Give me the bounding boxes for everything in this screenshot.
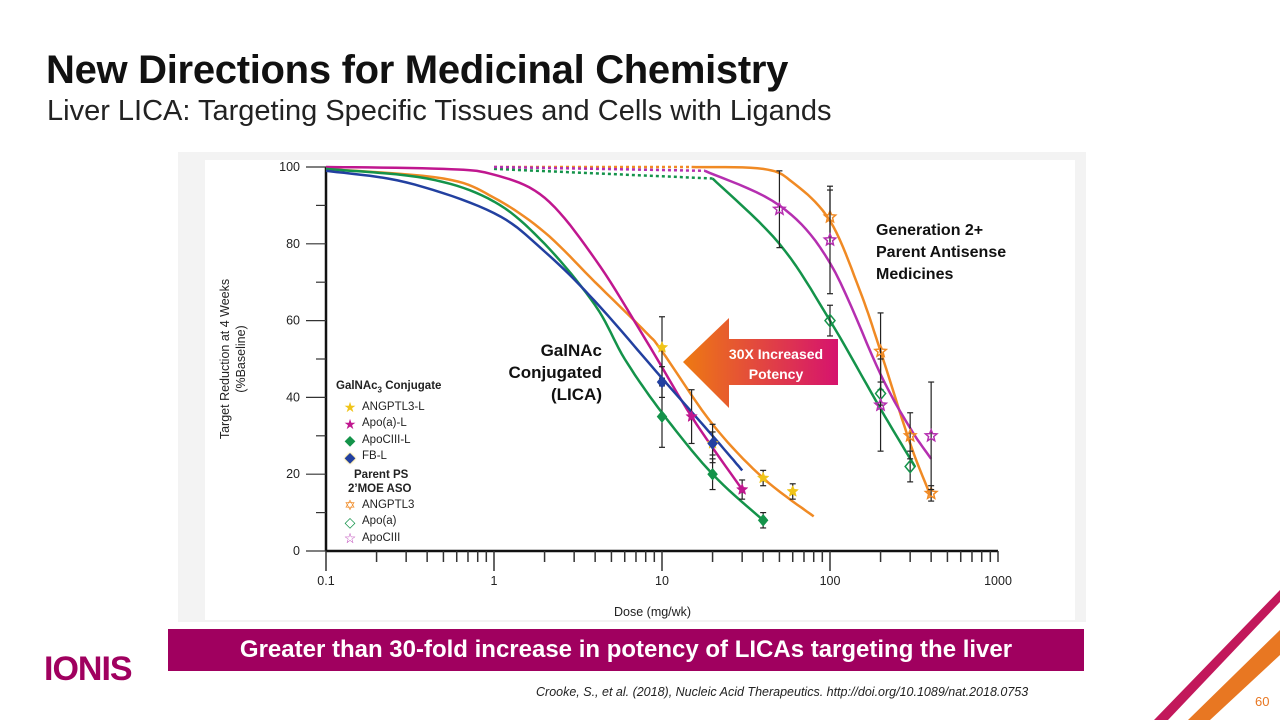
citation: Crooke, S., et al. (2018), Nucleic Acid … <box>536 685 1029 699</box>
x-tick-label: 100 <box>820 574 841 588</box>
diamond-filled-icon: ◆ <box>344 432 356 449</box>
gen2-annotation: Generation 2+ Parent Antisense Medicines <box>876 220 1006 286</box>
y-tick-label: 80 <box>286 237 300 251</box>
arrow-label: 30X Increased Potency <box>712 344 840 384</box>
data-point-star <box>655 340 669 353</box>
page-number: 60 <box>1255 694 1270 709</box>
data-point-star <box>735 482 749 495</box>
gen2-line2: Parent Antisense <box>876 244 1007 261</box>
galnac-line1: GalNAc <box>540 341 602 360</box>
series-curve-dotted <box>493 165 705 173</box>
star-open-icon: ✡ <box>344 497 356 514</box>
x-tick-label: 1000 <box>984 574 1012 588</box>
data-point-star <box>685 409 698 423</box>
legend-item: ★ Apo(a)-L <box>343 415 407 432</box>
y-tick-label: 100 <box>279 160 300 174</box>
y-axis-label: Target Reduction at 4 Weeks (%Baseline) <box>217 279 249 439</box>
x-tick-label: 0.1 <box>317 574 334 588</box>
ionis-logo: IONIS <box>44 650 133 688</box>
data-point-diamond <box>707 437 718 450</box>
galnac-annotation: GalNAc Conjugated (LICA) <box>496 340 603 406</box>
potency-arrow <box>683 318 838 408</box>
data-point-diamond <box>707 467 718 481</box>
chart-background <box>205 160 1075 620</box>
x-tick-label: 1 <box>491 574 498 588</box>
key-message-banner: Greater than 30-fold increase in potency… <box>168 629 1084 671</box>
legend-item: ◆ ApoCIII-L <box>342 432 441 449</box>
legend-group1-title: GalNAc3 Conjugate <box>336 380 442 395</box>
gen2-line3: Medicines <box>876 266 954 283</box>
legend-item: ✡ ANGPTL3 <box>342 497 441 514</box>
data-point-star <box>873 343 889 358</box>
data-point-diamond <box>656 410 668 423</box>
y-axis-label-line1: Target Reduction at 4 Weeks <box>218 278 232 440</box>
data-point-diamond <box>904 459 917 474</box>
legend-item: ◆ FB-L <box>342 448 441 465</box>
series-curve <box>704 169 933 460</box>
data-point-star <box>923 427 939 443</box>
star-filled-icon: ★ <box>343 399 357 416</box>
x-tick-label: 10 <box>655 574 669 588</box>
data-point-star <box>771 201 787 216</box>
arrow-label-line1: 30X Increased <box>728 346 824 362</box>
legend-group2-title-line2: 2’MOE ASO <box>348 482 412 495</box>
data-point-star <box>873 397 889 412</box>
diamond-filled-icon: ◆ <box>344 448 356 465</box>
legend-item: ◇ Apo(a) <box>342 513 441 530</box>
data-point-star <box>756 471 770 484</box>
star-filled-icon: ★ <box>343 415 357 432</box>
galnac-line3: (LICA) <box>551 385 602 404</box>
data-point-star <box>786 484 800 497</box>
series-curve <box>325 167 764 522</box>
data-point-diamond <box>824 313 836 328</box>
legend-item: ★ ANGPTL3-L <box>343 399 425 416</box>
data-point-diamond <box>757 513 769 527</box>
arrow-label-line2: Potency <box>748 366 804 382</box>
slide-subtitle: Liver LICA: Targeting Specific Tissues a… <box>47 95 832 127</box>
gen2-line1: Generation 2+ <box>876 222 984 239</box>
data-point-star <box>923 485 939 500</box>
diamond-open-icon: ◇ <box>344 513 356 530</box>
slide-title: New Directions for Medicinal Chemistry <box>46 48 789 92</box>
y-tick-label: 20 <box>286 467 300 481</box>
y-axis-label-line2: (%Baseline) <box>234 325 248 393</box>
corner-decoration <box>1154 590 1280 720</box>
series-curve <box>325 167 815 518</box>
legend-group2-title-line1: Parent PS <box>354 468 409 481</box>
legend-item: ☆ ApoCIII <box>343 530 401 547</box>
series-curve-dotted <box>493 167 713 180</box>
data-point-star <box>902 427 918 443</box>
data-point-star <box>822 232 838 247</box>
series-curve <box>325 169 744 472</box>
x-axis-label: Dose (mg/wk) <box>614 605 692 619</box>
series-curve <box>691 165 933 498</box>
star-open-icon: ☆ <box>343 530 357 547</box>
y-tick-label: 0 <box>293 544 300 558</box>
y-tick-label: 40 <box>286 390 300 404</box>
y-tick-label: 60 <box>286 314 300 328</box>
data-point-diamond <box>656 375 668 389</box>
chart-legend: GalNAc3 Conjugate ★ ANGPTL3-L ★ Apo(a)-L ◆… <box>336 378 441 546</box>
galnac-line2: Conjugated <box>508 363 603 382</box>
